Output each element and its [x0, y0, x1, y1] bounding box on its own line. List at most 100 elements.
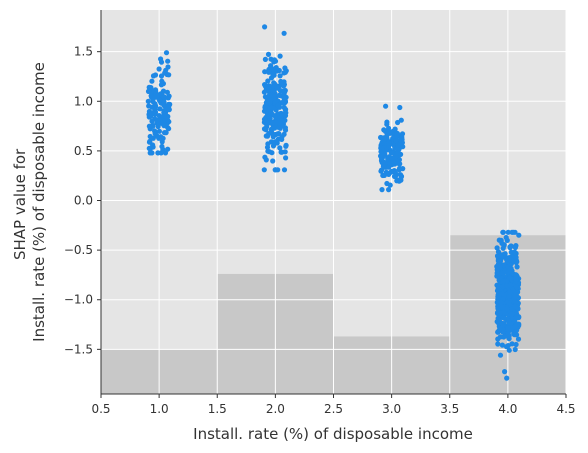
- data-point: [271, 57, 278, 63]
- y-tick-label: 1.0: [74, 94, 93, 108]
- data-point: [283, 155, 289, 161]
- data-point: [268, 109, 274, 115]
- data-point: [282, 112, 288, 118]
- data-point: [277, 53, 283, 59]
- data-point: [281, 30, 287, 36]
- data-point: [153, 88, 159, 94]
- data-point: [384, 180, 390, 187]
- data-point: [499, 342, 505, 348]
- data-point: [505, 331, 511, 337]
- data-point: [497, 258, 503, 264]
- data-point: [512, 346, 518, 353]
- data-point: [149, 110, 156, 116]
- data-point: [149, 118, 155, 124]
- data-point: [508, 311, 515, 318]
- data-point: [516, 232, 522, 238]
- data-point: [507, 282, 513, 288]
- data-point: [500, 278, 506, 284]
- data-point: [163, 50, 170, 56]
- data-point: [265, 78, 271, 84]
- data-point: [390, 142, 396, 148]
- data-point: [271, 125, 278, 131]
- data-point: [266, 69, 272, 75]
- data-point: [511, 249, 518, 255]
- data-point: [155, 123, 161, 130]
- data-point: [270, 83, 276, 89]
- data-point: [381, 172, 387, 178]
- data-point: [156, 97, 162, 103]
- data-point: [262, 69, 268, 75]
- data-point: [264, 122, 270, 128]
- data-point: [146, 145, 152, 151]
- x-tick-label: 4.5: [556, 402, 575, 416]
- y-axis-label-line-2: Install. rate (%) of disposable income: [30, 62, 48, 342]
- y-axis-label: SHAP value for Install. rate (%) of disp…: [11, 62, 48, 342]
- data-point: [506, 347, 512, 353]
- data-point: [512, 294, 518, 300]
- data-point: [394, 178, 400, 184]
- data-point: [396, 159, 402, 165]
- data-point: [280, 100, 286, 106]
- data-point: [277, 119, 283, 126]
- data-point: [156, 66, 162, 72]
- data-point: [275, 136, 281, 142]
- data-point: [383, 147, 389, 153]
- data-point: [514, 311, 520, 317]
- data-point: [391, 168, 397, 174]
- data-point: [150, 73, 157, 79]
- data-point: [379, 187, 385, 193]
- y-axis-ticks: −1.5 −1.0 −0.5 0.0 0.5 1.0 1.5: [64, 45, 101, 356]
- data-point: [150, 135, 156, 141]
- data-point: [381, 127, 387, 133]
- data-point: [160, 135, 166, 141]
- data-point: [508, 243, 514, 249]
- data-point: [397, 104, 403, 111]
- data-point: [500, 229, 506, 235]
- data-point: [515, 336, 522, 342]
- data-point: [514, 284, 520, 290]
- data-point: [264, 144, 271, 150]
- data-point: [514, 264, 520, 270]
- data-point: [495, 285, 501, 292]
- data-point: [400, 144, 406, 150]
- data-point: [513, 272, 519, 278]
- data-point: [146, 123, 152, 129]
- data-point: [381, 159, 387, 165]
- data-point: [146, 84, 152, 90]
- data-point: [158, 91, 164, 97]
- data-point: [165, 58, 171, 64]
- data-point: [261, 167, 267, 173]
- data-point: [512, 244, 519, 251]
- data-point: [281, 95, 287, 102]
- data-point: [505, 229, 511, 235]
- data-point: [386, 139, 392, 145]
- data-point: [263, 133, 269, 139]
- data-point: [146, 103, 152, 109]
- data-point: [509, 229, 515, 235]
- data-point: [494, 245, 500, 251]
- data-point: [498, 299, 504, 305]
- data-point: [507, 289, 513, 295]
- data-point: [495, 306, 501, 312]
- data-point: [504, 375, 510, 381]
- data-point: [157, 106, 163, 112]
- data-point: [498, 253, 504, 259]
- data-point: [273, 167, 279, 173]
- data-point: [262, 94, 268, 100]
- data-point: [266, 149, 272, 155]
- data-point: [149, 150, 155, 156]
- data-point: [272, 93, 278, 99]
- data-point: [396, 167, 402, 173]
- data-point: [501, 242, 507, 248]
- data-point: [262, 105, 268, 111]
- data-point: [395, 119, 401, 126]
- y-axis-label-line-1: SHAP value for: [11, 148, 29, 260]
- data-point: [503, 234, 509, 241]
- data-point: [502, 369, 508, 375]
- data-point: [392, 126, 398, 132]
- data-point: [268, 63, 274, 69]
- y-tick-label: 0.5: [74, 144, 93, 158]
- data-point: [280, 80, 286, 87]
- data-point: [272, 113, 278, 119]
- data-point: [504, 306, 510, 312]
